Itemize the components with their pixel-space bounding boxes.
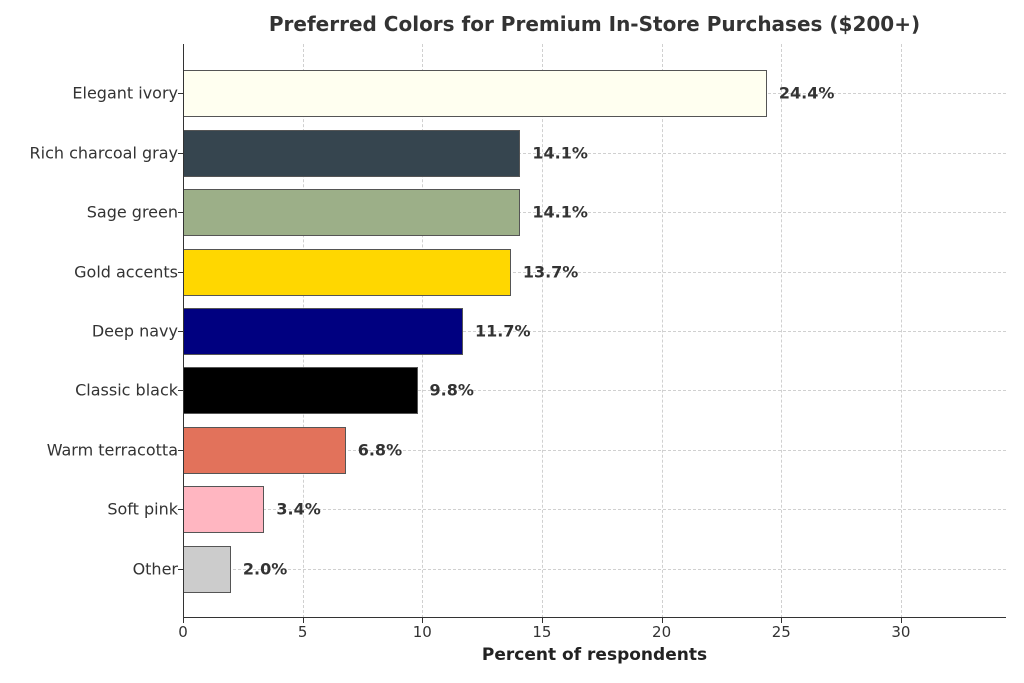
- y-category-label: Warm terracotta: [46, 440, 178, 460]
- x-tick: [661, 618, 663, 623]
- y-gridline: [183, 569, 1006, 570]
- bar-value-label: 13.7%: [522, 262, 579, 282]
- chart-title: Preferred Colors for Premium In-Store Pu…: [268, 12, 921, 36]
- x-tick: [183, 618, 184, 623]
- y-tick: [178, 569, 183, 570]
- plot-area: 24.4% 14.1% 14.1% 13.7% 11.7% 9.8% 6.8% 3.4% 2.0…: [178, 44, 1006, 623]
- y-gridline: [183, 450, 1006, 451]
- bar-value-label: 3.4%: [276, 499, 321, 519]
- y-gridline: [183, 153, 1006, 154]
- x-tick: [781, 618, 783, 623]
- y-tick: [178, 212, 183, 213]
- bar-rich-charcoal-gray[interactable]: [183, 129, 521, 177]
- y-axis-spine: [183, 44, 184, 618]
- x-tick-label: 20: [652, 623, 672, 641]
- bar-value-label: 6.8%: [357, 440, 403, 460]
- x-tick: [541, 618, 543, 623]
- bar-sage-green[interactable]: [183, 188, 521, 236]
- y-category-label: Sage green: [86, 202, 178, 222]
- x-tick: [302, 618, 304, 623]
- bar-value-label: 2.0%: [242, 559, 288, 579]
- x-tick: [422, 618, 424, 623]
- y-gridline: [183, 212, 1006, 213]
- y-category-label: Soft pink: [107, 499, 178, 519]
- y-category-label: Rich charcoal gray: [29, 143, 178, 163]
- y-tick: [178, 153, 183, 154]
- bar-gold-accents[interactable]: [183, 248, 511, 296]
- y-gridline: [183, 390, 1006, 391]
- y-category-label: Gold accents: [74, 262, 178, 282]
- y-tick: [178, 450, 183, 451]
- bar-value-label: 24.4%: [778, 83, 835, 103]
- bar-elegant-ivory[interactable]: [183, 69, 767, 117]
- y-tick: [178, 509, 183, 510]
- x-axis-label: Percent of respondents: [481, 645, 708, 665]
- bar-value-label: 9.8%: [429, 380, 474, 400]
- y-tick: [178, 272, 183, 273]
- x-tick-label: 15: [532, 623, 552, 641]
- y-gridline: [183, 331, 1006, 332]
- x-axis-spine: [183, 617, 1006, 618]
- bar-value-label: 14.1%: [532, 202, 588, 222]
- y-category-label: Classic black: [75, 380, 178, 400]
- bar-other[interactable]: [183, 545, 231, 593]
- y-gridline: [183, 272, 1006, 273]
- bar-soft-pink[interactable]: [183, 485, 265, 533]
- bar-deep-navy[interactable]: [183, 307, 463, 355]
- y-tick: [178, 331, 183, 332]
- y-tick: [178, 390, 183, 391]
- y-category-label: Elegant ivory: [72, 83, 178, 103]
- x-tick-label: 25: [771, 623, 791, 641]
- x-tick-label: 30: [891, 623, 911, 641]
- x-tick-label: 0: [178, 623, 188, 641]
- y-tick: [178, 93, 183, 94]
- bar-value-label: 11.7%: [474, 321, 531, 341]
- bar-classic-black[interactable]: [183, 366, 418, 414]
- y-category-label: Deep navy: [91, 321, 178, 341]
- y-gridline: [183, 509, 1006, 510]
- bar-warm-terracotta[interactable]: [183, 426, 346, 474]
- y-category-label: Other: [132, 559, 178, 579]
- bar-value-label: 14.1%: [532, 143, 588, 163]
- x-tick-label: 10: [412, 623, 432, 641]
- x-tick: [900, 618, 902, 623]
- x-tick-label: 5: [297, 623, 308, 641]
